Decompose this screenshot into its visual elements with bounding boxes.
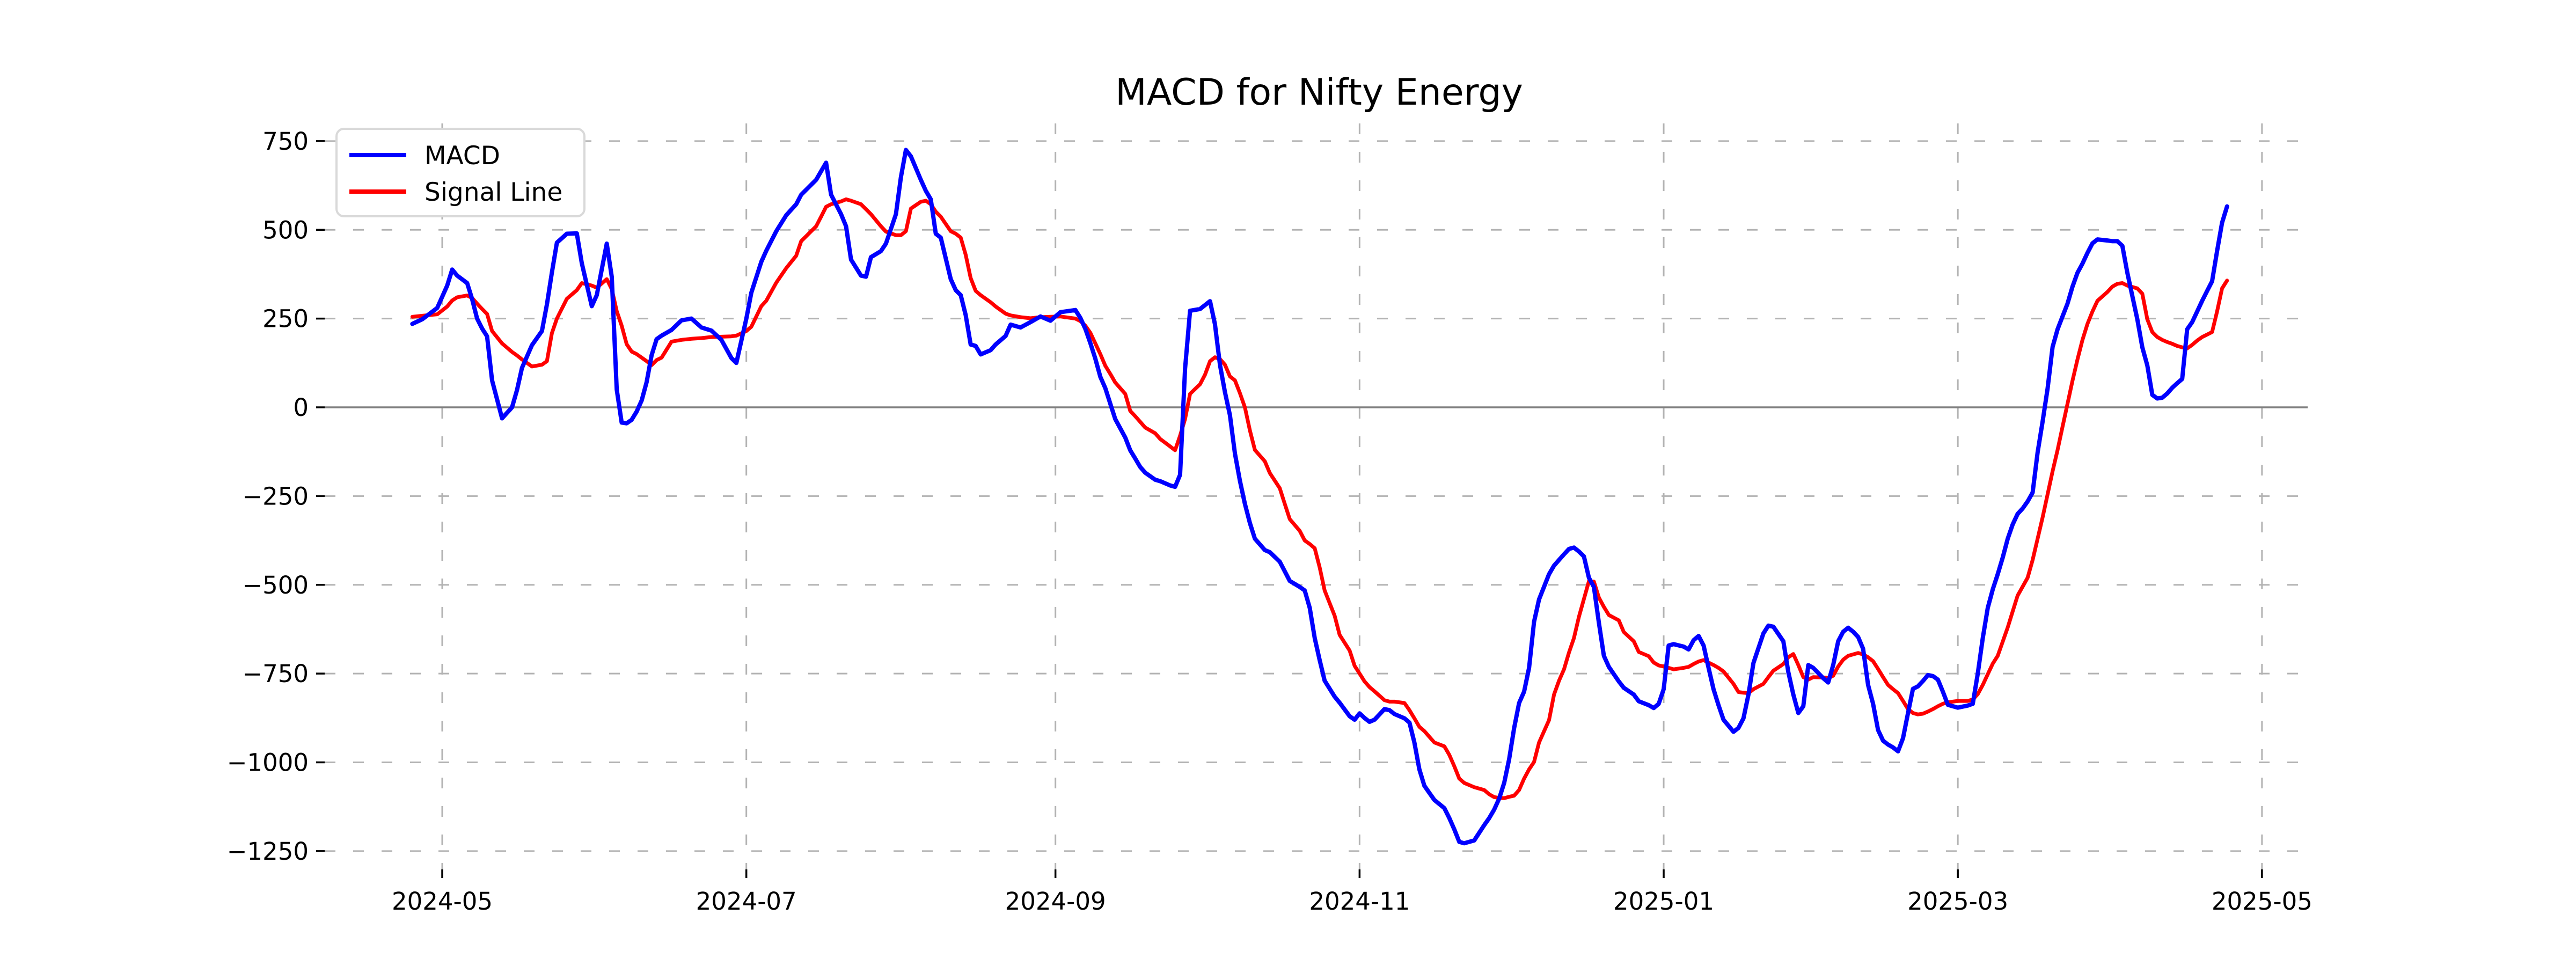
y-tick-label: −1000 [227, 749, 309, 777]
y-tick-label: −250 [242, 482, 309, 510]
macd-line-series [410, 148, 2229, 846]
signal-line-series [410, 197, 2229, 800]
x-tick-label: 2024-09 [1005, 887, 1106, 916]
x-tick-label: 2025-01 [1613, 887, 1714, 916]
x-tick-label: 2025-05 [2212, 887, 2312, 916]
y-tick-label: 0 [293, 393, 309, 422]
y-tick-label: 250 [262, 305, 309, 333]
y-tick-label: 500 [262, 216, 309, 244]
axis-ticks [316, 140, 2263, 878]
legend-signal-label: Signal Line [425, 178, 562, 207]
y-tick-label: −500 [242, 571, 309, 599]
legend-box [335, 128, 586, 217]
y-tick-label: 750 [262, 127, 309, 156]
series-lines [410, 148, 2229, 846]
y-tick-label: −750 [242, 660, 309, 688]
legend: MACD Signal Line [335, 128, 586, 217]
chart-title: MACD for Nifty Energy [1115, 71, 1523, 114]
legend-macd-label: MACD [425, 141, 500, 171]
x-tick-label: 2024-11 [1309, 887, 1410, 916]
y-tick-label: −1250 [227, 837, 309, 866]
x-tick-label: 2024-05 [392, 887, 493, 916]
x-tick-label: 2024-07 [696, 887, 797, 916]
axis-tick-labels: 750 500 250 0 −250 −500 −750 −1000 −1250 2024-05 2… [227, 127, 2312, 916]
x-tick-label: 2025-03 [1907, 887, 2008, 916]
